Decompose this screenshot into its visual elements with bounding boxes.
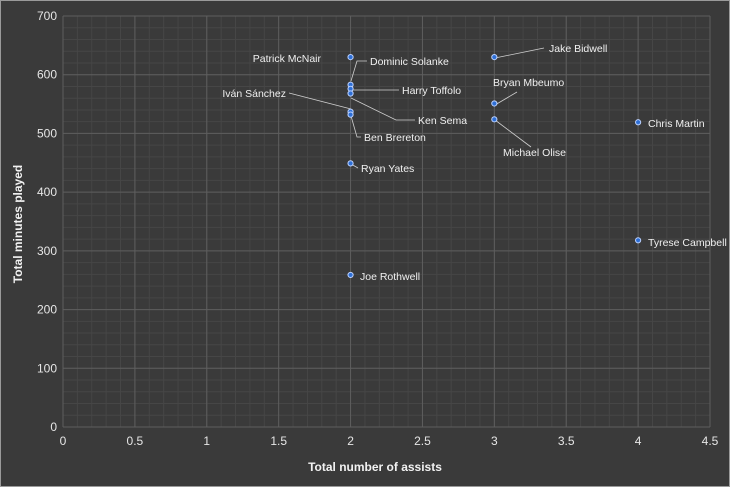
x-axis-ticks: 0 0.5 1 1.5 2 2.5 3 3.5 4 4.5 <box>60 434 719 448</box>
point-labels: Patrick McNair Dominic Solanke Harry Toffo… <box>222 43 726 283</box>
data-point <box>635 237 642 244</box>
data-point <box>491 54 498 61</box>
data-point <box>635 119 642 126</box>
x-tick-label: 2 <box>347 434 354 448</box>
leader-line <box>494 91 518 106</box>
y-axis-title: Total minutes played <box>11 165 25 283</box>
y-tick-label: 100 <box>37 361 57 375</box>
data-point <box>491 116 498 123</box>
leader-line <box>494 119 532 148</box>
x-tick-label: 3.5 <box>558 434 575 448</box>
data-point <box>347 54 354 61</box>
y-tick-label: 200 <box>37 303 57 317</box>
leader-line <box>350 60 367 82</box>
x-tick-label: 3 <box>491 434 498 448</box>
y-tick-label: 300 <box>37 244 57 258</box>
data-label: Ben Brereton <box>364 132 426 144</box>
data-label: Dominic Solanke <box>370 56 449 68</box>
y-axis-ticks: 0 100 200 300 400 500 600 700 <box>37 9 57 434</box>
data-label: Ryan Yates <box>361 163 414 175</box>
leader-line <box>350 115 361 138</box>
data-label: Michael Olise <box>503 147 566 159</box>
y-tick-label: 500 <box>37 126 57 140</box>
data-point <box>347 90 354 97</box>
data-label: Iván Sánchez <box>222 88 286 100</box>
data-label: Chris Martin <box>648 118 705 130</box>
leader-line <box>494 47 545 59</box>
y-tick-label: 400 <box>37 185 57 199</box>
leader-line <box>350 97 415 121</box>
leader-lines <box>288 47 545 169</box>
data-point <box>347 271 354 279</box>
y-tick-label: 600 <box>37 68 57 82</box>
data-label: Joe Rothwell <box>360 271 420 283</box>
x-axis-title: Total number of assists <box>308 460 442 474</box>
data-label: Jake Bidwell <box>549 43 607 55</box>
data-label: Tyrese Campbell <box>648 237 727 249</box>
x-tick-label: 2.5 <box>414 434 431 448</box>
data-points <box>347 54 642 279</box>
data-label: Bryan Mbeumo <box>493 77 564 89</box>
data-point <box>491 100 498 107</box>
x-tick-label: 0 <box>60 434 67 448</box>
data-point <box>347 160 354 167</box>
data-point <box>347 111 354 118</box>
y-tick-label: 0 <box>50 420 57 434</box>
data-label: Ken Sema <box>418 115 467 127</box>
y-tick-label: 700 <box>37 9 57 23</box>
leader-line <box>288 92 352 110</box>
data-label: Patrick McNair <box>253 53 322 65</box>
x-tick-label: 4.5 <box>702 434 719 448</box>
data-label: Harry Toffolo <box>402 85 461 97</box>
x-tick-label: 0.5 <box>127 434 144 448</box>
grid <box>62 15 711 428</box>
x-tick-label: 1 <box>203 434 210 448</box>
x-tick-label: 4 <box>635 434 642 448</box>
x-tick-label: 1.5 <box>270 434 287 448</box>
